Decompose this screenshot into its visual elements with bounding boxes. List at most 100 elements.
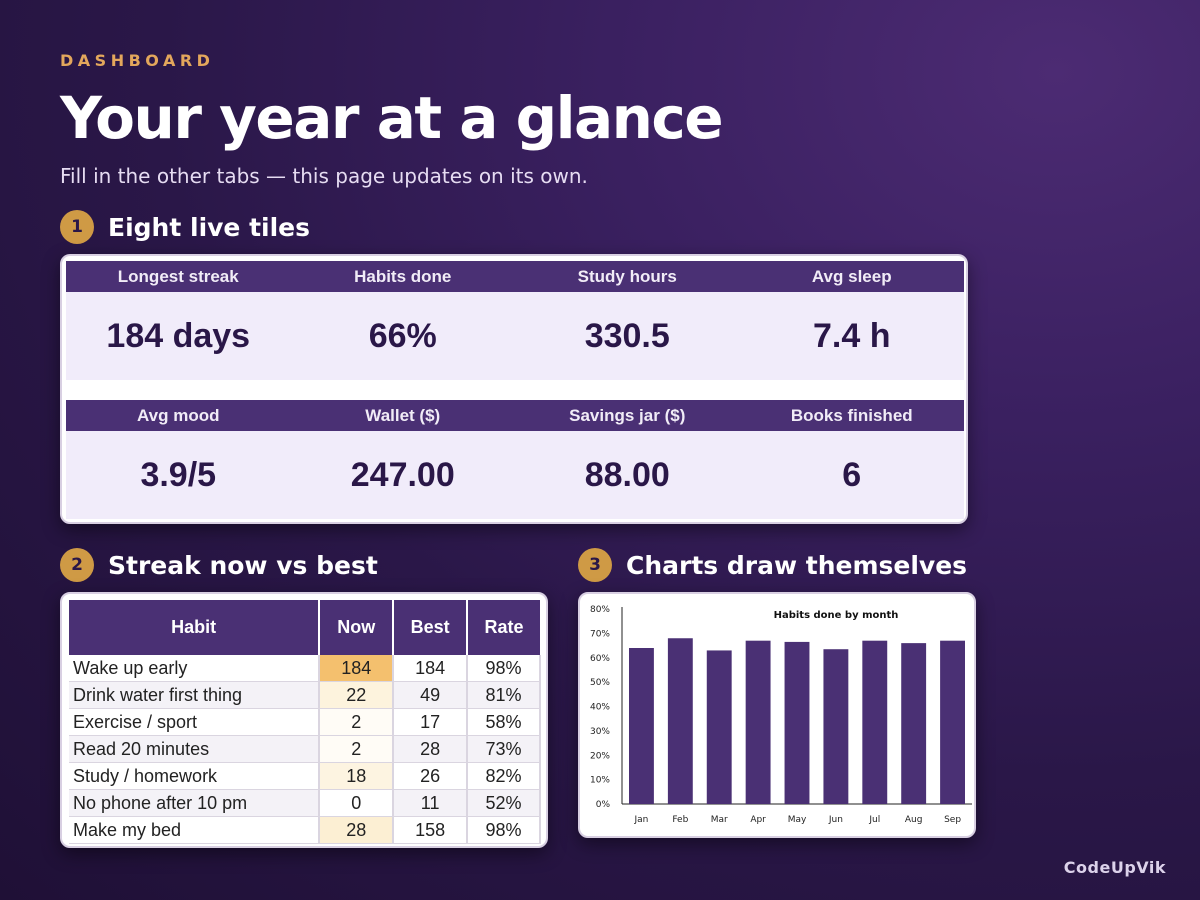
habits-chart-card: Habits done by month 0% 10% 20% 30% 40% 50% 60%…	[578, 592, 976, 838]
chart-bar	[823, 649, 849, 804]
x-tick-label: Apr	[750, 815, 766, 825]
table-row: Wake up early 184 184 98%	[69, 655, 541, 682]
y-tick-label: 80%	[590, 605, 610, 615]
tile-value: 330.5	[515, 292, 740, 380]
tile-value: 6	[739, 431, 964, 519]
chart-title: Habits done by month	[774, 610, 899, 621]
tile-label: Avg sleep	[739, 261, 964, 292]
habit-cell: Read 20 minutes	[69, 735, 321, 763]
now-cell: 184	[319, 655, 395, 682]
tile-value: 7.4 h	[739, 292, 964, 380]
tile-longest-streak: Longest streak 184 days	[66, 261, 291, 380]
rate-cell: 58%	[467, 708, 541, 736]
rate-cell: 98%	[467, 655, 541, 682]
tile-wallet: Wallet ($) 247.00	[290, 400, 515, 519]
section-title: Charts draw themselves	[626, 550, 968, 580]
table-row: Make my bed 28 158 98%	[69, 816, 541, 844]
rate-cell: 73%	[467, 735, 541, 763]
column-header-best: Best	[393, 600, 469, 655]
section-number-badge: 2	[60, 548, 94, 582]
best-cell: 11	[393, 789, 469, 817]
chart-bar	[745, 640, 771, 804]
page-title: Your year at a glance	[60, 84, 724, 152]
brand-logo-text: CodeUpVik	[1063, 858, 1166, 877]
section-heading-tiles: 1 Eight live tiles	[60, 210, 310, 244]
best-cell: 184	[393, 655, 469, 682]
rate-cell: 81%	[467, 681, 541, 709]
table-row: Drink water first thing 22 49 81%	[69, 681, 541, 709]
x-tick-label: Aug	[905, 815, 923, 825]
tile-label: Wallet ($)	[290, 400, 515, 431]
habit-cell: No phone after 10 pm	[69, 789, 321, 817]
y-tick-label: 10%	[590, 776, 610, 786]
tile-avg-mood: Avg mood 3.9/5	[66, 400, 291, 519]
y-tick-label: 60%	[590, 654, 610, 664]
tile-value: 88.00	[515, 431, 740, 519]
table-header-row: Habit Now Best Rate	[69, 600, 540, 655]
now-cell: 22	[319, 681, 395, 709]
tile-study-hours: Study hours 330.5	[515, 261, 740, 380]
x-tick-label: Mar	[711, 815, 728, 825]
page-subtitle: Fill in the other tabs — this page updat…	[60, 164, 588, 188]
x-tick-label: Jan	[634, 815, 649, 825]
streak-table-card: Habit Now Best Rate Wake up early 184 184 9…	[60, 592, 548, 848]
now-cell: 18	[319, 762, 395, 790]
column-header-rate: Rate	[467, 600, 540, 655]
tile-books-finished: Books finished 6	[739, 400, 964, 519]
best-cell: 28	[393, 735, 469, 763]
section-title: Streak now vs best	[108, 550, 378, 580]
live-tiles-card: Longest streak 184 days Habits done 66% St…	[60, 254, 968, 524]
tile-savings-jar: Savings jar ($) 88.00	[515, 400, 740, 519]
tile-label: Habits done	[290, 261, 515, 292]
section-number-badge: 1	[60, 210, 94, 244]
x-tick-label: Feb	[672, 815, 688, 825]
now-cell: 2	[319, 708, 395, 736]
eyebrow-label: DASHBOARD	[60, 51, 215, 70]
chart-bar	[667, 638, 693, 804]
tile-label: Longest streak	[66, 261, 291, 292]
y-tick-label: 20%	[590, 751, 610, 761]
chart-bar	[862, 640, 888, 804]
column-header-habit: Habit	[69, 600, 321, 655]
table-row: Study / homework 18 26 82%	[69, 762, 541, 790]
x-tick-label: Jun	[828, 815, 843, 825]
streak-table: Habit Now Best Rate Wake up early 184 184 9…	[69, 600, 541, 844]
tile-label: Study hours	[515, 261, 740, 292]
rate-cell: 82%	[467, 762, 541, 790]
best-cell: 17	[393, 708, 469, 736]
column-header-now: Now	[319, 600, 395, 655]
section-title: Eight live tiles	[108, 212, 311, 242]
tile-label: Books finished	[739, 400, 964, 431]
best-cell: 26	[393, 762, 469, 790]
habit-cell: Exercise / sport	[69, 708, 321, 736]
x-tick-label: May	[788, 815, 807, 825]
tile-habits-done: Habits done 66%	[290, 261, 515, 380]
tile-label: Savings jar ($)	[515, 400, 740, 431]
now-cell: 2	[319, 735, 395, 763]
y-tick-label: 0%	[596, 800, 611, 810]
tile-value: 247.00	[290, 431, 515, 519]
rate-cell: 52%	[467, 789, 541, 817]
now-cell: 0	[319, 789, 395, 817]
section-number-badge: 3	[578, 548, 612, 582]
table-row: Read 20 minutes 2 28 73%	[69, 735, 541, 763]
chart-bar	[629, 648, 654, 804]
best-cell: 49	[393, 681, 469, 709]
rate-cell: 98%	[467, 816, 541, 844]
habit-cell: Drink water first thing	[69, 681, 321, 709]
now-cell: 28	[319, 816, 395, 844]
y-tick-label: 70%	[590, 629, 610, 639]
habits-bar-chart: Habits done by month 0% 10% 20% 30% 40% 50% 60%…	[590, 605, 972, 825]
tile-label: Avg mood	[66, 400, 291, 431]
chart-bar	[706, 650, 732, 804]
x-tick-label: Jul	[868, 815, 880, 825]
x-tick-label: Sep	[944, 815, 961, 825]
tile-value: 184 days	[66, 292, 291, 380]
y-tick-label: 50%	[590, 678, 610, 688]
tile-value: 3.9/5	[66, 431, 291, 519]
tile-value: 66%	[290, 292, 515, 380]
chart-bar	[784, 641, 810, 804]
y-tick-label: 30%	[590, 727, 610, 737]
y-tick-label: 40%	[590, 703, 610, 713]
table-row: Exercise / sport 2 17 58%	[69, 708, 541, 736]
